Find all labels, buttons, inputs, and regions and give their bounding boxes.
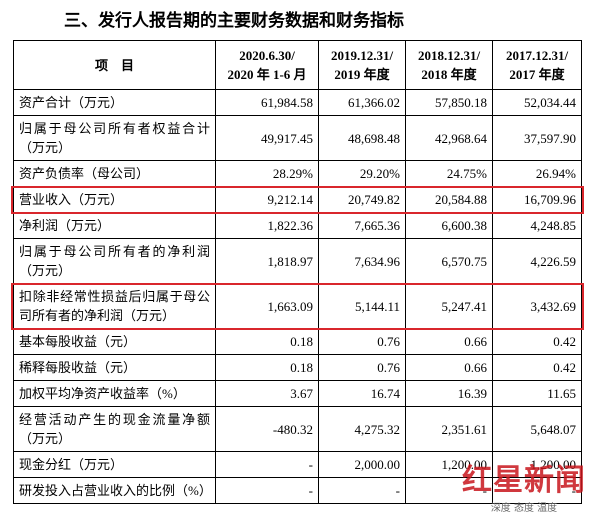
value-cell: 0.42: [492, 328, 582, 355]
value-cell: 0.18: [215, 328, 319, 355]
value-cell: 0.76: [318, 328, 406, 355]
value-cell: 16.39: [405, 380, 493, 407]
table-row: 研发投入占营业收入的比例（%） - - - -: [13, 477, 582, 504]
table-row: 稀释每股收益（元） 0.18 0.76 0.66 0.42: [13, 354, 582, 381]
value-cell: 7,634.96: [318, 238, 406, 284]
header-line: 2019.12.31/: [330, 48, 394, 63]
value-cell: 28.29%: [215, 160, 319, 187]
value-cell: 20,749.82: [318, 186, 406, 213]
value-cell: 4,226.59: [492, 238, 582, 284]
value-cell: 6,570.75: [405, 238, 493, 284]
value-cell: 3.67: [215, 380, 319, 407]
value-cell: 1,822.36: [215, 212, 319, 239]
value-cell: 7,665.36: [318, 212, 406, 239]
value-cell: 9,212.14: [215, 186, 319, 213]
header-row: 项 目 2020.6.30/2020 年 1-6 月 2019.12.31/2019…: [13, 40, 582, 90]
header-line: 2017 年度: [509, 67, 565, 82]
value-cell: -: [492, 477, 582, 504]
header-cell: 2017.12.31/2017 年度: [492, 40, 582, 90]
value-cell: -: [318, 477, 406, 504]
value-cell: 26.94%: [492, 160, 582, 187]
header-line: 2018.12.31/: [417, 48, 481, 63]
watermark-slogan: 深度 态度 温度: [490, 503, 558, 514]
value-cell: -: [215, 451, 319, 478]
finance-table: 项 目 2020.6.30/2020 年 1-6 月 2019.12.31/2019…: [13, 40, 582, 504]
value-cell: 16.74: [318, 380, 406, 407]
value-cell: 0.18: [215, 354, 319, 381]
table-row: 营业收入（万元） 9,212.14 20,749.82 20,584.88 16,709…: [13, 186, 582, 213]
header-cell: 项 目: [13, 40, 216, 90]
value-cell: 1,200.00: [492, 451, 582, 478]
value-cell: 5,144.11: [318, 283, 406, 329]
value-cell: 1,663.09: [215, 283, 319, 329]
value-cell: 48,698.48: [318, 115, 406, 161]
header-cell: 2020.6.30/2020 年 1-6 月: [215, 40, 319, 90]
table-row: 基本每股收益（元） 0.18 0.76 0.66 0.42: [13, 328, 582, 355]
value-cell: 0.66: [405, 328, 493, 355]
table-row: 归属于母公司所有者权益合计（万元） 49,917.45 48,698.48 42,96…: [13, 115, 582, 161]
value-cell: -: [215, 477, 319, 504]
row-label: 稀释每股收益（元）: [13, 354, 216, 381]
value-cell: 57,850.18: [405, 89, 493, 116]
value-cell: 1,818.97: [215, 238, 319, 284]
header-cell: 2018.12.31/2018 年度: [405, 40, 493, 90]
value-cell: 3,432.69: [492, 283, 582, 329]
row-label: 资产负债率（母公司）: [13, 160, 216, 187]
header-line: 2020.6.30/: [239, 48, 295, 63]
table-row: 归属于母公司所有者的净利润（万元） 1,818.97 7,634.96 6,570.7…: [13, 238, 582, 284]
row-label: 现金分红（万元）: [13, 451, 216, 478]
value-cell: 5,247.41: [405, 283, 493, 329]
value-cell: 24.75%: [405, 160, 493, 187]
table-row: 经营活动产生的现金流量净额（万元） -480.32 4,275.32 2,351.61…: [13, 406, 582, 452]
table-row: 资产合计（万元） 61,984.58 61,366.02 57,850.18 52,03…: [13, 89, 582, 116]
value-cell: 4,275.32: [318, 406, 406, 452]
value-cell: 61,984.58: [215, 89, 319, 116]
watermark-logo: 红星新闻: [462, 463, 586, 498]
row-label: 扣除非经常性损益后归属于母公司所有者的净利润（万元）: [13, 283, 216, 329]
row-label: 资产合计（万元）: [13, 89, 216, 116]
row-label: 归属于母公司所有者权益合计（万元）: [13, 115, 216, 161]
table-row: 净利润（万元） 1,822.36 7,665.36 6,600.38 4,248.85: [13, 212, 582, 239]
table-row: 加权平均净资产收益率（%） 3.67 16.74 16.39 11.65: [13, 380, 582, 407]
value-cell: 2,000.00: [318, 451, 406, 478]
table-row: 资产负债率（母公司） 28.29% 29.20% 24.75% 26.94%: [13, 160, 582, 187]
header-line: 2018 年度: [421, 67, 477, 82]
row-label: 营业收入（万元）: [13, 186, 216, 213]
value-cell: 37,597.90: [492, 115, 582, 161]
value-cell: 0.66: [405, 354, 493, 381]
header-line: 2020 年 1-6 月: [227, 67, 307, 82]
value-cell: 52,034.44: [492, 89, 582, 116]
value-cell: 61,366.02: [318, 89, 406, 116]
value-cell: 49,917.45: [215, 115, 319, 161]
value-cell: 0.42: [492, 354, 582, 381]
value-cell: 2,351.61: [405, 406, 493, 452]
value-cell: 0.76: [318, 354, 406, 381]
table-row: 现金分红（万元） -2,000.00 1,200.00 1,200.00: [13, 451, 582, 478]
value-cell: 20,584.88: [405, 186, 493, 213]
row-label: 归属于母公司所有者的净利润（万元）: [13, 238, 216, 284]
header-line: 2017.12.31/: [505, 48, 569, 63]
row-label: 研发投入占营业收入的比例（%）: [13, 477, 216, 504]
row-label: 净利润（万元）: [13, 212, 216, 239]
value-cell: 11.65: [492, 380, 582, 407]
watermark: 红星新闻 深度 态度 温度: [462, 455, 586, 514]
value-cell: 6,600.38: [405, 212, 493, 239]
value-cell: -480.32: [215, 406, 319, 452]
value-cell: 5,648.07: [492, 406, 582, 452]
value-cell: 42,968.64: [405, 115, 493, 161]
row-label: 加权平均净资产收益率（%）: [13, 380, 216, 407]
value-cell: 4,248.85: [492, 212, 582, 239]
value-cell: 16,709.96: [492, 186, 582, 213]
header-line: 2019 年度: [334, 67, 390, 82]
row-label: 基本每股收益（元）: [13, 328, 216, 355]
table-row: 扣除非经常性损益后归属于母公司所有者的净利润（万元） 1,663.09 5,144.…: [13, 283, 582, 329]
value-cell: 29.20%: [318, 160, 406, 187]
title: 三、发行人报告期的主要财务数据和财务指标: [64, 11, 404, 31]
value-cell: -: [405, 477, 493, 504]
row-label: 经营活动产生的现金流量净额（万元）: [13, 406, 216, 452]
header-cell: 2019.12.31/2019 年度: [318, 40, 406, 90]
